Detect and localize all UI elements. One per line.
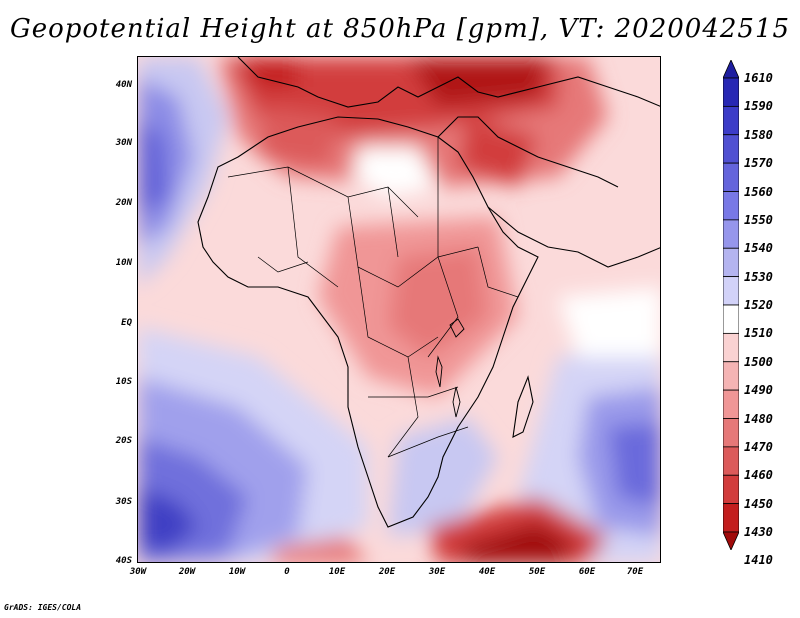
colorbar-tick-label: 1530 — [744, 269, 773, 284]
lat-label: 10N — [115, 258, 132, 268]
colorbar-swatch — [723, 276, 739, 306]
lon-label: 70E — [626, 567, 644, 577]
lat-label: 20S — [115, 436, 132, 446]
colorbar-tick-label: 1580 — [744, 127, 773, 142]
colorbar-swatch — [723, 162, 739, 192]
colorbar-swatch — [723, 361, 739, 391]
colorbar-tick-label: 1470 — [744, 439, 773, 454]
colorbar-swatch — [723, 219, 739, 249]
lakes — [435, 318, 465, 418]
colorbar-tick-label: 1510 — [744, 326, 773, 341]
lon-label: 30W — [129, 567, 147, 577]
credit-text: GrADS: IGES/COLA — [4, 603, 82, 612]
colorbar-top-triangle — [723, 60, 739, 79]
colorbar-swatch — [723, 503, 739, 533]
lat-label: 10S — [115, 377, 132, 387]
colorbar-swatch — [723, 77, 739, 107]
colorbar-tick-label: 1430 — [744, 525, 773, 539]
lat-label: EQ — [121, 318, 132, 328]
lon-label: 40E — [478, 567, 496, 577]
lat-label: 30S — [115, 497, 132, 507]
lon-label: 0 — [284, 567, 290, 577]
colorbar-bottom-triangle — [723, 531, 739, 550]
colorbar-swatch — [723, 105, 739, 136]
lon-label: 20E — [378, 567, 396, 577]
colorbar-swatch — [723, 247, 739, 278]
colorbar-tick-label: 1560 — [744, 184, 773, 199]
lat-label: 40N — [115, 80, 132, 90]
colorbar-tick-label: 1480 — [744, 411, 773, 426]
lat-label: 40S — [115, 556, 132, 566]
lon-label: 10E — [328, 567, 346, 577]
colorbar-swatch — [723, 332, 739, 363]
lon-label: 50E — [528, 567, 546, 577]
colorbar-tick-label: 1490 — [744, 383, 773, 398]
lon-label: 20W — [178, 567, 196, 577]
plot-title: Geopotential Height at 850hPa [gpm], VT:… — [9, 14, 791, 44]
colorbar-swatch — [723, 389, 739, 419]
geopotential-field-map — [138, 57, 660, 562]
colorbar-swatch — [723, 304, 739, 334]
colorbar-swatch — [723, 191, 739, 221]
colorbar-tick-label: 1520 — [744, 298, 773, 312]
lon-label: 60E — [578, 567, 596, 577]
colorbar-tick-label: 1570 — [744, 156, 773, 171]
colorbar-swatch — [723, 134, 739, 164]
lon-label: 10W — [228, 567, 246, 577]
coastlines — [197, 57, 660, 528]
colorbar-tick-label: 1610 — [744, 71, 773, 85]
colorbar-tick-label: 1460 — [744, 468, 773, 483]
lat-label: 30N — [115, 138, 132, 148]
colorbar-tick-label: 1410 — [744, 553, 773, 568]
map-plot-area — [137, 56, 661, 563]
colorbar-tick-label: 1590 — [744, 99, 773, 114]
lon-label: 30E — [428, 567, 446, 577]
colorbar — [723, 60, 739, 550]
lat-label: 20N — [115, 198, 132, 208]
colorbar-tick-label: 1450 — [744, 496, 773, 511]
colorbar-swatch — [723, 446, 739, 476]
country-borders — [227, 137, 519, 458]
colorbar-swatch — [723, 418, 739, 448]
colorbar-tick-label: 1550 — [744, 212, 773, 227]
colorbar-tick-label: 1500 — [744, 354, 773, 369]
field-contours — [138, 57, 660, 562]
colorbar-swatch — [723, 474, 739, 505]
colorbar-tick-label: 1540 — [744, 241, 773, 256]
